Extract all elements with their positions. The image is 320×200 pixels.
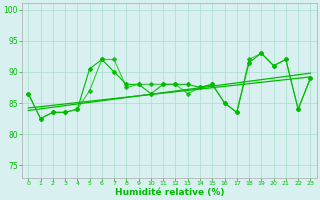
X-axis label: Humidité relative (%): Humidité relative (%) <box>115 188 224 197</box>
